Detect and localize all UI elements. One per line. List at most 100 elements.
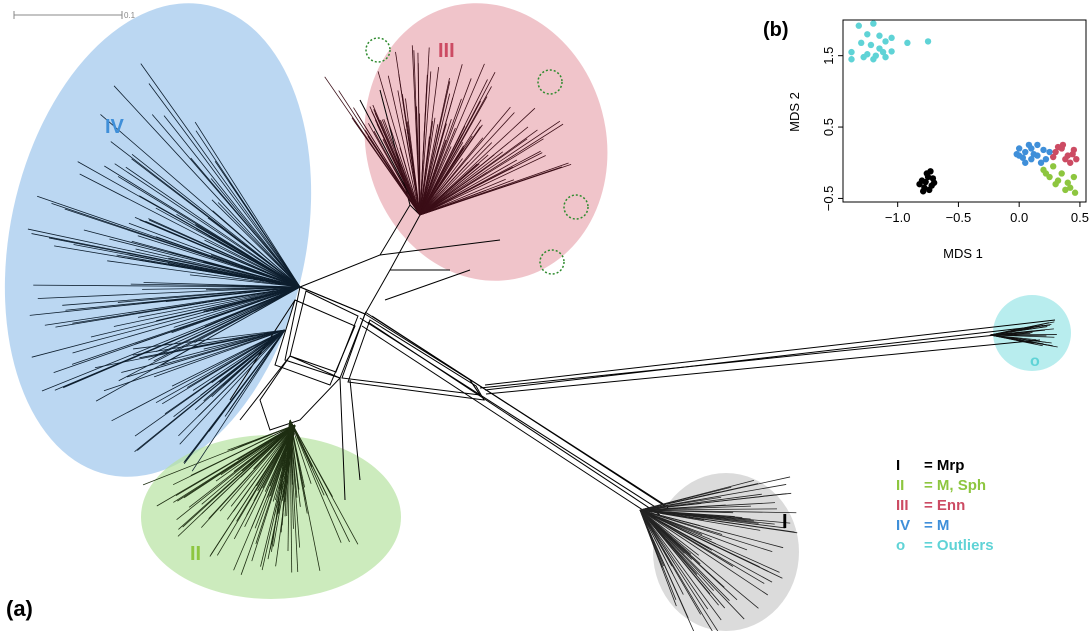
tree-branch <box>457 126 529 185</box>
tree-branch <box>292 473 299 573</box>
tree-branch <box>33 284 207 287</box>
tree-branch <box>228 286 301 328</box>
tree-branch <box>193 335 254 348</box>
legend-symbol: I <box>896 457 900 474</box>
tree-branch <box>229 226 301 288</box>
tree-branch <box>694 517 798 534</box>
cluster-i-label: I <box>782 511 788 533</box>
scatter-point <box>1034 141 1041 149</box>
tree-branch <box>233 475 274 571</box>
scatter-point <box>870 56 877 63</box>
tree-branch <box>419 192 463 216</box>
cluster-iv-ellipse <box>4 3 312 477</box>
tree-branch <box>687 508 778 511</box>
tree-branch <box>263 264 301 288</box>
tree-branch <box>260 474 284 567</box>
tree-branch <box>244 460 278 527</box>
tree-branch <box>164 358 244 415</box>
tree-branch <box>177 463 255 537</box>
panel-b: (b) −1.0 −0.5 0.0 0.5 −0.5 0.5 1.5 MDS 1 MDS 2 <box>763 19 1089 261</box>
tree-branch <box>444 86 492 171</box>
tree-branch <box>184 375 251 462</box>
tree-branch <box>182 460 256 528</box>
tree-branch <box>252 226 301 288</box>
tree-branch <box>402 176 421 216</box>
tree-branch <box>255 466 282 544</box>
tree-branch <box>134 217 243 263</box>
scatter-point <box>1062 155 1069 163</box>
tree-branch <box>161 355 243 405</box>
cluster-iv-label: IV <box>105 116 125 138</box>
tree-branch <box>233 329 286 373</box>
tree-branch <box>1004 333 1031 335</box>
tree-branch <box>126 346 230 378</box>
tree-branch <box>471 162 569 198</box>
tree-branch <box>247 263 301 288</box>
tree-branch <box>435 125 466 185</box>
tree-branch <box>289 419 304 447</box>
tree-branch <box>406 181 421 216</box>
tree-branch <box>142 292 245 304</box>
tree-branch <box>208 457 266 519</box>
scatter-point <box>1064 179 1071 186</box>
tree-branch <box>203 295 267 312</box>
tree-branch <box>173 300 256 328</box>
tree-branch <box>155 310 250 356</box>
cluster-outliers-label: o <box>1030 353 1040 370</box>
tree-branch <box>449 178 506 203</box>
tree-branch <box>683 535 765 584</box>
tree-branch <box>200 352 256 396</box>
tree-branch <box>186 349 251 388</box>
tree-branch <box>111 361 225 422</box>
tree-branch <box>654 539 684 595</box>
tree-branch <box>245 329 286 351</box>
tree-branch <box>462 150 541 194</box>
scale-bar: 0.1 <box>13 11 136 20</box>
tree-branch <box>183 450 257 499</box>
tree-branch <box>140 63 245 210</box>
tree-branch <box>195 130 264 233</box>
tree-branch <box>434 64 463 163</box>
tree-branch <box>313 463 359 545</box>
tree-branch <box>688 531 780 573</box>
tree-branch <box>1004 327 1032 333</box>
tree-branch <box>90 304 227 338</box>
x-axis-label: MDS 1 <box>943 246 983 261</box>
scatter-point <box>882 53 889 61</box>
legend-text: = Mrp <box>924 457 964 474</box>
tree-branch <box>27 228 205 268</box>
tree-branch <box>460 129 538 186</box>
tree-branch <box>382 138 408 189</box>
scatter-point <box>919 188 927 195</box>
tree-branch <box>639 509 691 524</box>
tree-branch <box>437 78 472 168</box>
tree-branch <box>1008 338 1043 347</box>
tree-branch <box>434 145 465 191</box>
tree-branch <box>684 531 769 572</box>
scatter-point <box>888 48 895 55</box>
tree-branch <box>442 190 486 207</box>
tree-branch <box>207 254 301 288</box>
tree-branch <box>143 282 246 286</box>
tree-branch <box>677 523 748 551</box>
tree-branch <box>153 346 240 378</box>
cluster-outliers-branches <box>989 321 1058 348</box>
tree-branch <box>668 496 722 506</box>
scatter-point <box>1052 148 1059 156</box>
tree-branch <box>167 263 254 280</box>
scatter-point <box>929 175 937 182</box>
tree-branch <box>288 438 290 473</box>
tree-branch <box>211 199 270 257</box>
network-core <box>229 89 501 501</box>
tree-branch <box>226 457 272 520</box>
scatter-point <box>1040 146 1047 154</box>
tree-branch <box>208 286 301 292</box>
tree-branch <box>664 520 712 541</box>
tree-branch <box>652 543 677 607</box>
tree-branch <box>432 127 456 185</box>
tree-branch <box>657 525 692 555</box>
tree-branch <box>54 322 215 391</box>
scatter-point <box>1019 154 1027 161</box>
tree-branch <box>381 119 408 182</box>
cluster-iii-label: III <box>438 40 455 62</box>
